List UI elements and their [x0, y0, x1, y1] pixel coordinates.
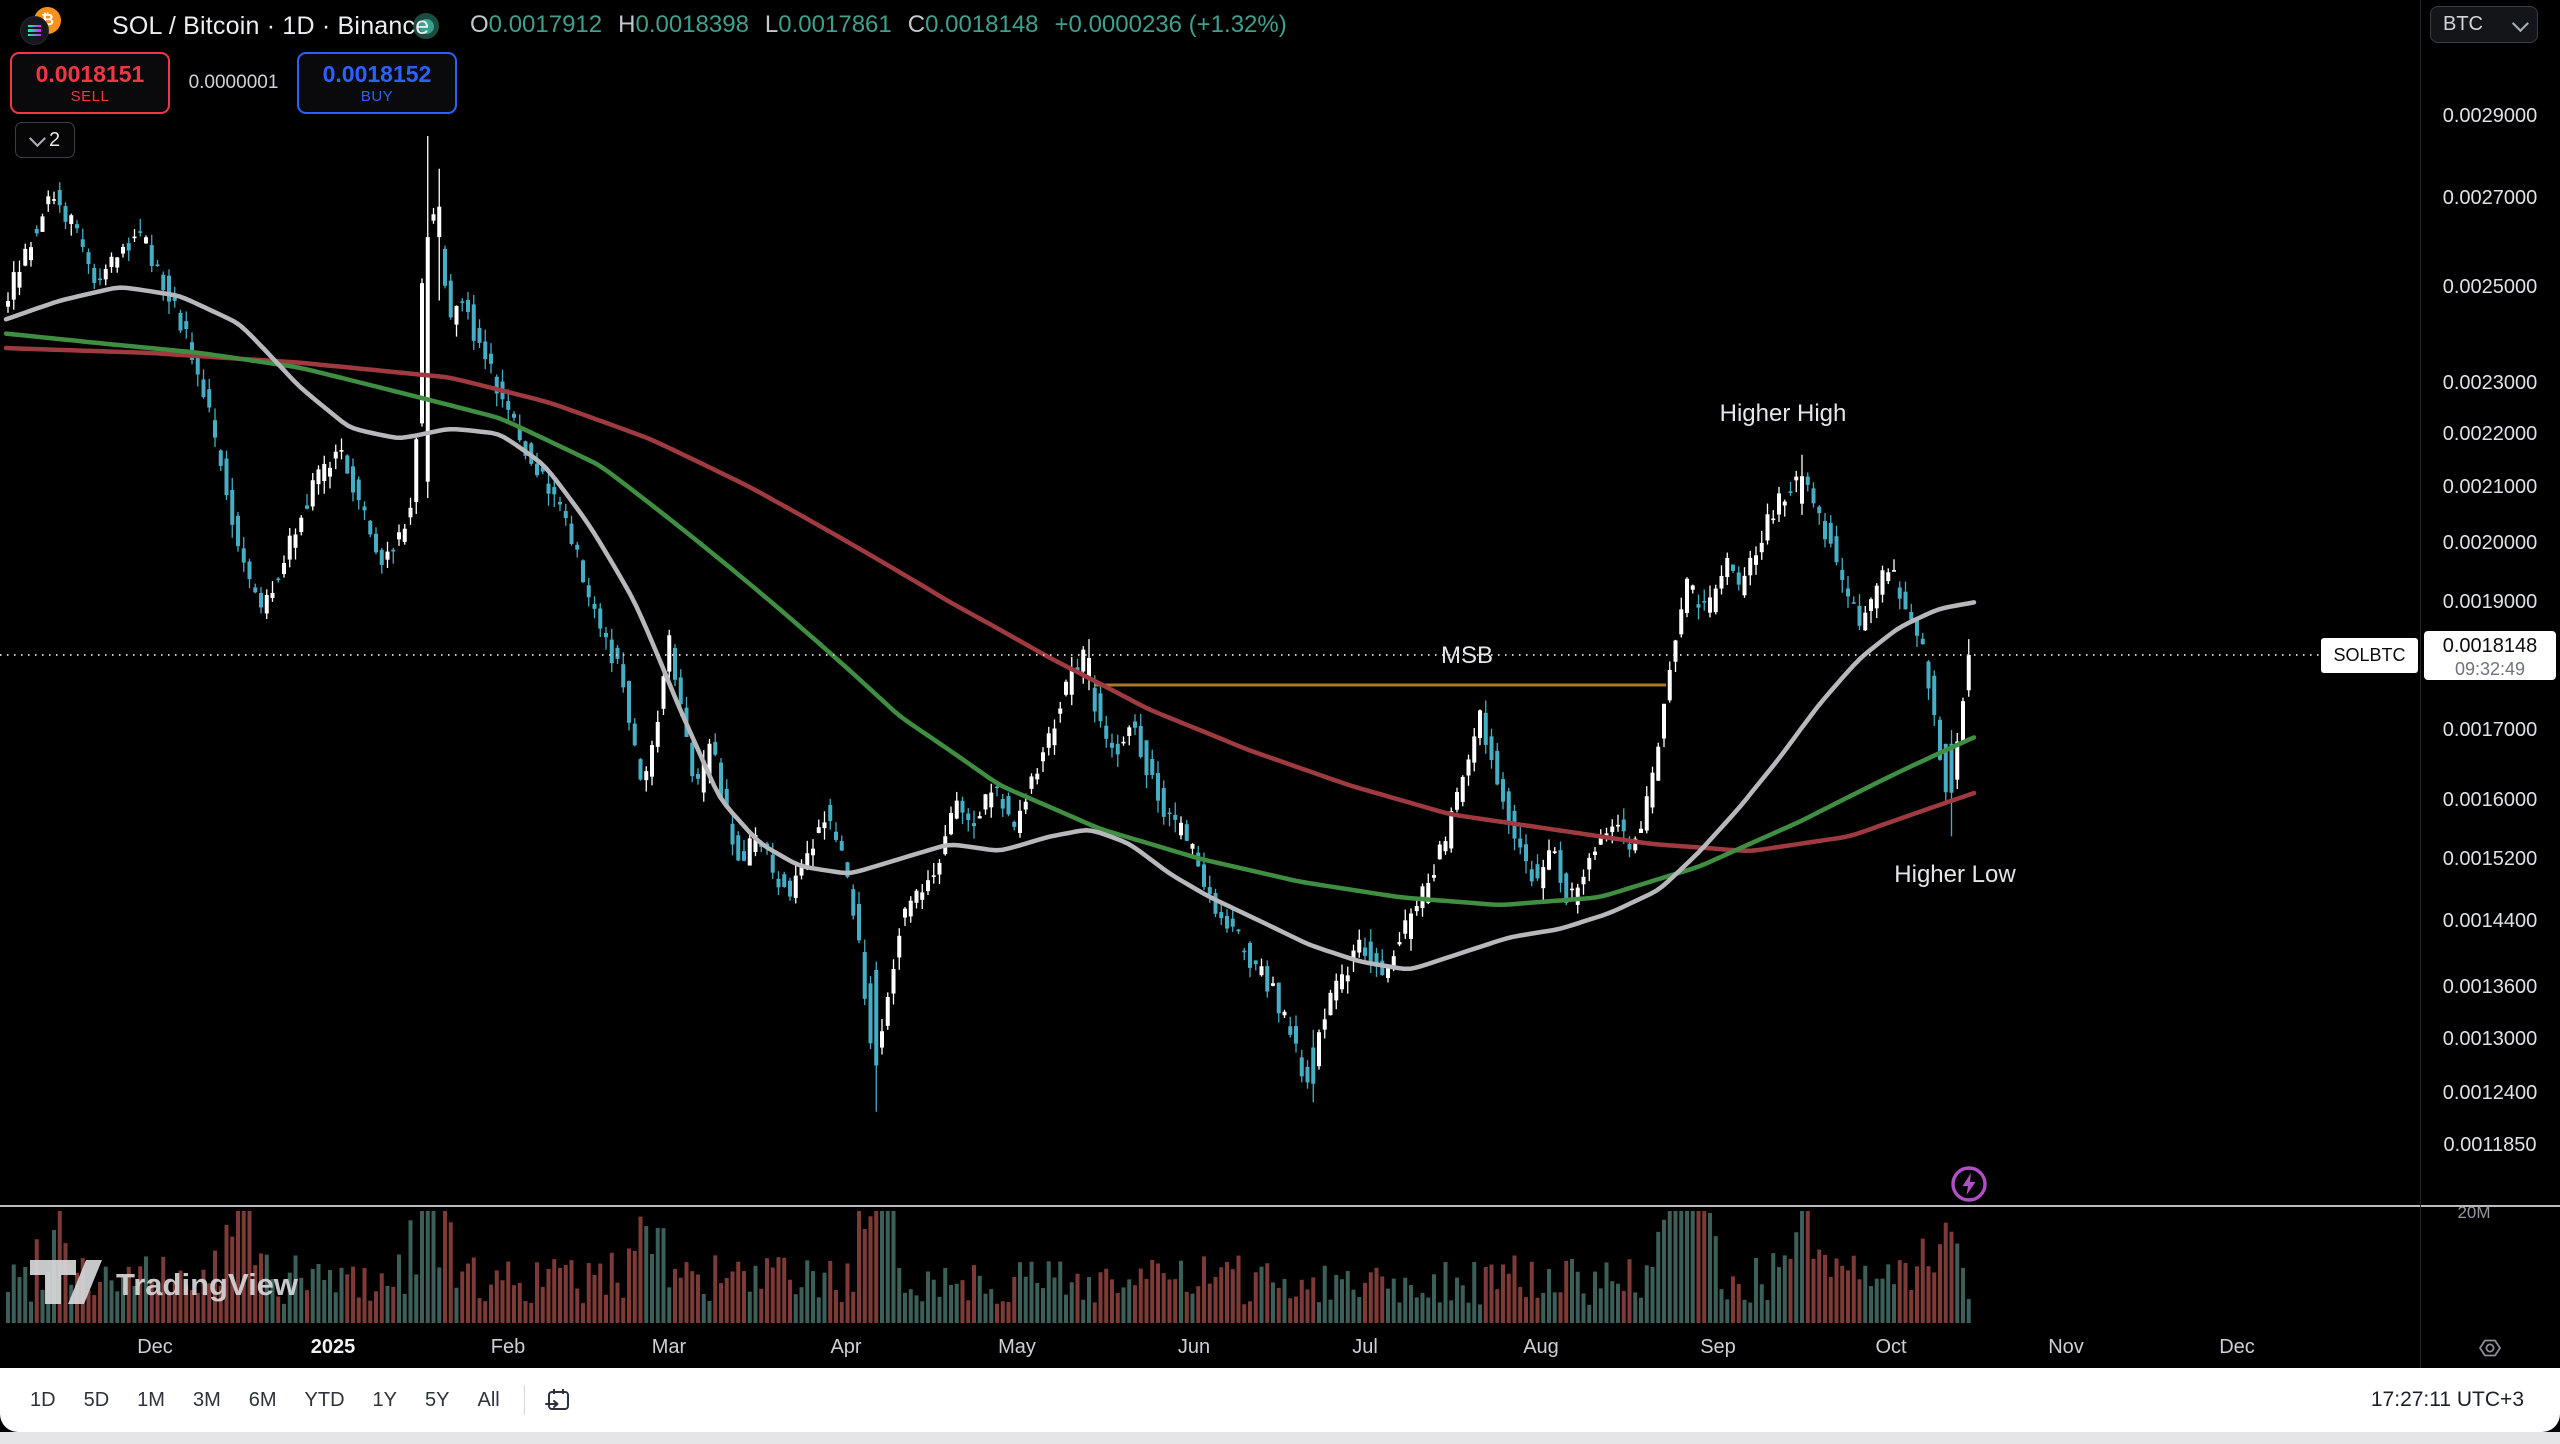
- toolbar-divider: [523, 1385, 525, 1415]
- annotation-msb: MSB: [1441, 642, 1493, 669]
- page-bottom-strip: [0, 1432, 2560, 1444]
- svg-text:TradingView: TradingView: [116, 1267, 299, 1302]
- range-button-5d[interactable]: 5D: [83, 1388, 110, 1411]
- symbol-title[interactable]: SOL / Bitcoin · 1D · Binance: [112, 11, 430, 40]
- price-tick-label: 0.0019000: [2442, 591, 2538, 614]
- close-value: 0.0018148: [925, 11, 1039, 38]
- price-tick-label: 0.0027000: [2442, 187, 2538, 210]
- time-tick-label: Mar: [651, 1336, 687, 1358]
- time-tick-label: Apr: [830, 1336, 862, 1358]
- low-label: L: [764, 11, 779, 38]
- open-value: 0.0017912: [488, 11, 603, 38]
- range-button-1m[interactable]: 1M: [137, 1388, 165, 1411]
- trade-panel: 0.0018151 SELL 0.0000001 0.0018152 BUY: [10, 52, 457, 114]
- time-tick-label: 2025: [310, 1336, 356, 1358]
- time-tick-label: Nov: [2048, 1336, 2084, 1358]
- price-unit-dropdown[interactable]: BTC: [2430, 6, 2538, 43]
- buy-label: BUY: [360, 87, 394, 105]
- price-tick-label: 0.0014400: [2442, 910, 2538, 933]
- sell-label: SELL: [70, 87, 110, 105]
- ma-mid-green-line: [3, 331, 1977, 908]
- price-tick-label: 0.0023000: [2442, 371, 2538, 394]
- price-unit-value: BTC: [2443, 13, 2483, 35]
- price-tick-label: 0.0015200: [2442, 847, 2538, 870]
- chevron-down-icon: [2511, 14, 2529, 32]
- low-value: 0.0017861: [778, 11, 892, 38]
- price-tick-label: 0.0017000: [2442, 719, 2538, 742]
- close-label: C: [907, 11, 926, 38]
- current-price-label: 0.0018148 09:32:49: [2424, 631, 2556, 680]
- tradingview-watermark: TradingView: [30, 1260, 299, 1304]
- range-button-3m[interactable]: 3M: [192, 1388, 221, 1411]
- chart-pane[interactable]: TradingView Higher High MSB Higher Low ₿ SO…: [0, 0, 2560, 1368]
- realtime-status-icon: [413, 13, 439, 39]
- price-tick-label: 0.0013000: [2442, 1027, 2538, 1050]
- range-button-6m[interactable]: 6M: [248, 1388, 277, 1411]
- price-tick-label: 0.0020000: [2442, 532, 2538, 555]
- current-price-value: 0.0018148: [2442, 635, 2538, 657]
- symbol-price-tag: SOLBTC: [2321, 638, 2418, 673]
- annotation-higher-high: Higher High: [1720, 400, 1847, 427]
- range-button-5y[interactable]: 5Y: [425, 1388, 450, 1411]
- bar-countdown: 09:32:49: [2454, 659, 2526, 679]
- time-tick-label: May: [998, 1336, 1036, 1358]
- price-tick-label: 0.0022000: [2442, 422, 2538, 445]
- range-button-1d[interactable]: 1D: [30, 1388, 56, 1411]
- indicators-collapse-button[interactable]: 2: [15, 122, 75, 158]
- ma-slow-red-line: [3, 345, 1977, 854]
- time-axis[interactable]: Dec 2025 Feb Mar Apr May Jun Jul Aug Sep Oct Nov Dec: [0, 1330, 2420, 1366]
- symbol-logos: ₿: [12, 7, 64, 45]
- time-tick-label: Sep: [1700, 1336, 1736, 1358]
- spread-value: 0.0000001: [188, 72, 279, 93]
- change-value: +0.0000236 (+1.32%): [1054, 11, 1287, 38]
- time-tick-label: Dec: [137, 1336, 173, 1358]
- range-button-all[interactable]: All: [477, 1388, 500, 1411]
- range-button-1y[interactable]: 1Y: [372, 1388, 398, 1411]
- sell-button[interactable]: 0.0018151 SELL: [10, 52, 170, 114]
- bottom-toolbar: 1D 5D 1M 3M 6M YTD 1Y 5Y All 17:27:11 UTC+3: [0, 1368, 2560, 1432]
- high-label: H: [618, 11, 636, 38]
- price-tick-label: 0.0025000: [2442, 275, 2538, 298]
- price-tick-label: 0.0013600: [2442, 975, 2538, 998]
- time-tick-label: Jul: [1352, 1336, 1378, 1358]
- price-tick-label: 0.0029000: [2442, 104, 2538, 127]
- price-tick-label: 0.0016000: [2442, 788, 2538, 811]
- high-value: 0.0018398: [635, 11, 749, 38]
- time-tick-label: Aug: [1523, 1336, 1559, 1358]
- lightning-boost-icon[interactable]: [1951, 1166, 1987, 1202]
- time-tick-label: Dec: [2219, 1336, 2255, 1358]
- go-to-date-button[interactable]: [543, 1385, 573, 1415]
- time-tick-label: Jun: [1177, 1336, 1211, 1358]
- ma-fast-gray-line: [3, 285, 1977, 972]
- symbol-legend[interactable]: ₿ SOL / Bitcoin · 1D · Binance: [12, 6, 429, 46]
- solana-coin-icon: [20, 16, 49, 45]
- buy-button[interactable]: 0.0018152 BUY: [297, 52, 457, 114]
- buy-price: 0.0018152: [322, 60, 432, 87]
- price-tick-label: 0.0021000: [2442, 476, 2538, 499]
- volume-scale-label: 20M: [2457, 1203, 2491, 1222]
- annotation-higher-low: Higher Low: [1894, 861, 2016, 888]
- date-range-buttons: 1D 5D 1M 3M 6M YTD 1Y 5Y All: [16, 1383, 514, 1418]
- time-tick-label: Feb: [490, 1336, 526, 1358]
- price-axis-border: [2420, 0, 2421, 1368]
- time-tick-label: Oct: [1875, 1336, 1907, 1358]
- timezone-clock[interactable]: 17:27:11 UTC+3: [2370, 1388, 2524, 1411]
- range-button-ytd[interactable]: YTD: [304, 1388, 345, 1411]
- candlestick-chart: TradingView Higher High MSB Higher Low: [0, 135, 2560, 1323]
- axis-settings-gear-icon[interactable]: [2476, 1334, 2504, 1362]
- ohlc-values: O0.0017912 H0.0018398 L0.0017861 C0.0018148…: [470, 11, 1287, 39]
- sell-price: 0.0018151: [35, 60, 145, 87]
- chevron-down-icon: [28, 130, 46, 148]
- open-label: O: [470, 11, 489, 38]
- price-tick-label: 0.0011850: [2443, 1134, 2537, 1157]
- price-tick-label: 0.0012400: [2442, 1081, 2538, 1104]
- indicators-count: 2: [48, 128, 61, 151]
- volume-bars-group: [6, 1211, 1971, 1323]
